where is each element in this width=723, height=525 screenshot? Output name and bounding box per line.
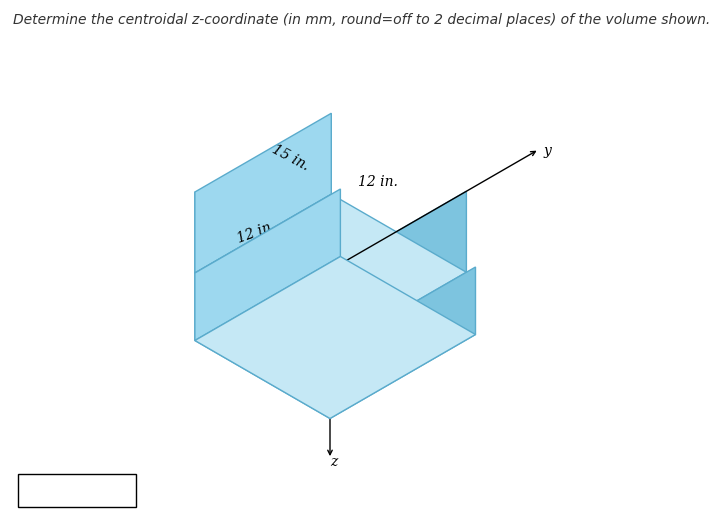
Polygon shape xyxy=(195,189,341,341)
Text: 12 in.: 12 in. xyxy=(235,219,278,246)
Text: 16 in.: 16 in. xyxy=(278,275,320,306)
Text: Determine the centroidal z-coordinate (in mm, round=off to 2 decimal places) of : Determine the centroidal z-coordinate (i… xyxy=(13,13,711,27)
Polygon shape xyxy=(330,191,466,351)
Text: x: x xyxy=(387,301,395,315)
Text: 15 in.: 15 in. xyxy=(269,143,311,174)
Polygon shape xyxy=(195,113,331,273)
Text: y: y xyxy=(543,144,551,158)
Text: z: z xyxy=(330,455,338,469)
Polygon shape xyxy=(195,194,466,351)
FancyBboxPatch shape xyxy=(18,474,136,507)
Polygon shape xyxy=(195,192,330,351)
Text: 5 in.: 5 in. xyxy=(285,378,316,392)
Text: 12 in.: 12 in. xyxy=(359,175,398,189)
Polygon shape xyxy=(195,257,476,418)
Polygon shape xyxy=(330,267,476,418)
Polygon shape xyxy=(195,273,330,418)
Text: 6 in.: 6 in. xyxy=(302,295,316,326)
